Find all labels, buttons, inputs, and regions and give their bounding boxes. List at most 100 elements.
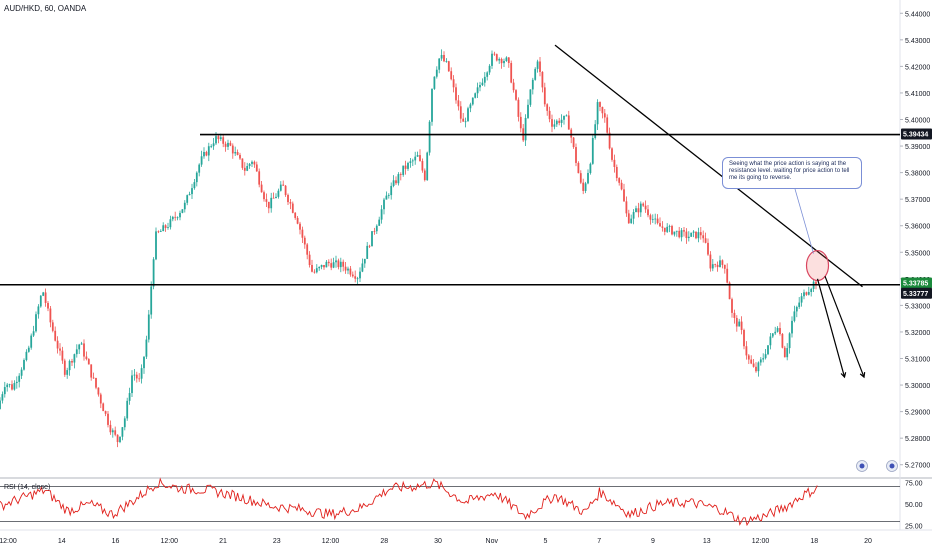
symbol-legend: AUD/HKD, 60, OANDA [4,4,87,13]
candle-body-down [306,244,309,255]
candle-body-up [565,115,568,117]
rsi-tick-label: 50.00 [905,502,923,509]
price-axis-label: 5.39434 [903,132,928,139]
candle-body-up [414,156,417,161]
candle-body-down [500,58,503,64]
candle-body-down [582,182,585,191]
candle-body-down [443,54,445,62]
candle-body-up [479,85,481,88]
candle-body-down [575,147,577,163]
candle-body-down [755,366,757,372]
candle-body-up [162,225,165,232]
candle-body-up [445,61,448,63]
candle-body-down [558,120,561,123]
candle-body-down [423,170,426,181]
candle-body-up [762,358,765,360]
candle-body-down [95,377,97,388]
candle-body-up [635,208,637,213]
price-tick-label: 5.31000 [905,357,930,364]
price-tick-label: 5.43000 [905,38,930,45]
candle-body-down [107,413,109,425]
candle-body-up [215,136,217,144]
candle-body-down [752,363,755,367]
candle-body-up [20,369,23,376]
candle-body-down [740,321,743,330]
price-tick-label: 5.42000 [905,64,930,71]
candle-body-up [488,65,491,73]
time-tick-label: 12:00 [0,538,17,545]
candle-body-up [589,163,592,173]
time-tick-label: 16 [112,538,120,545]
candle-body-up [651,219,654,220]
candle-body-up [380,209,383,220]
candle-body-up [402,165,405,175]
candle-body-down [517,99,520,117]
candle-body-up [795,306,798,312]
candle-body-up [339,261,342,268]
candle-body-down [683,230,685,232]
candle-body-up [270,197,273,209]
callout-pointer [794,188,814,254]
candle-body-down [421,161,424,171]
candle-body-down [735,317,738,327]
candle-body-down [87,359,90,365]
candle-body-up [630,218,633,224]
price-axis-label-bg [901,128,932,140]
candle-body-down [282,184,285,186]
candle-body-up [553,124,556,127]
candle-body-down [373,231,376,232]
candle-body-up [78,344,81,350]
candle-body-up [719,260,721,268]
candle-body-up [697,232,700,239]
candle-body-up [680,230,683,238]
candle-body-down [452,79,455,88]
candle-body-down [637,208,640,213]
candle-body-up [227,142,229,147]
candle-body-down [726,268,729,283]
candle-body-up [793,311,796,321]
candle-body-down [44,292,47,303]
candle-body-up [42,292,45,296]
candle-body-down [138,378,141,380]
candle-body-up [498,58,501,61]
candle-body-up [810,288,813,292]
candle-body-down [85,356,88,360]
projection-arrowhead [859,372,866,379]
candle-body-down [627,213,630,224]
time-tick-label: 12:00 [752,538,770,545]
candle-body-up [315,268,318,273]
candle-body-down [157,231,160,233]
candle-body-down [551,119,553,127]
candle-body-up [491,53,493,66]
candle-body-down [685,231,688,239]
candle-body-up [248,163,251,167]
candle-body-down [330,263,333,268]
candle-body-down [224,143,227,147]
candle-body-up [591,137,594,164]
candle-body-down [548,110,551,120]
candle-body-up [392,180,395,186]
candle-body-up [320,264,323,267]
candle-body-down [287,194,289,203]
candle-body-up [1,394,4,401]
candle-body-up [363,258,366,264]
candle-body-up [438,58,441,70]
candle-body-up [193,182,196,189]
candle-body-up [531,79,534,90]
candle-body-up [37,306,40,315]
candle-body-down [618,178,621,183]
candle-body-up [757,362,760,372]
price-tick-label: 5.32000 [905,330,930,337]
candle-body-down [728,282,731,300]
candle-body-up [431,88,433,122]
event-flag-icon-center [889,463,895,469]
candle-body-up [407,162,409,169]
candle-body-down [351,274,354,277]
annotation-callout[interactable]: Seeing what the price action is saying a… [722,157,862,189]
time-tick-label: 12:00 [160,538,178,545]
candle-body-down [61,350,64,361]
candle-body-up [440,54,443,59]
candle-body-up [390,185,393,196]
